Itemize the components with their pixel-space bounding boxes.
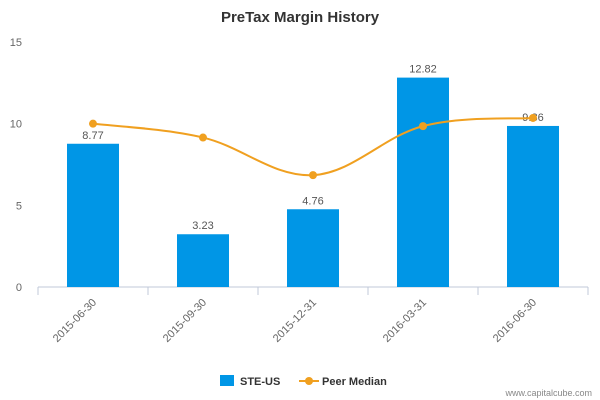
x-tick-label-1: 2015-09-30 (161, 297, 209, 345)
bar-2015-06-30 (67, 143, 119, 287)
y-tick-label-2: 10 (10, 119, 22, 131)
bar-series (67, 77, 559, 288)
legend-marker-peer-median (305, 377, 313, 385)
peer-median-point-2015-09-30 (199, 133, 207, 142)
bar-2016-03-31 (397, 77, 449, 288)
x-tick-label-2: 2015-12-31 (271, 297, 319, 345)
y-tick-label-1: 5 (16, 200, 22, 212)
y-tick-label-3: 15 (10, 37, 22, 49)
y-axis-ticks: 0 5 10 15 (10, 37, 22, 294)
legend: STE-US Peer Median (220, 375, 387, 388)
legend-label-peer-median: Peer Median (322, 376, 387, 388)
chart-title: PreTax Margin History (221, 9, 380, 26)
bar-label-2015-12-31: 4.76 (302, 195, 323, 207)
x-axis-labels: 2015-06-30 2015-09-30 2015-12-31 2016-03-31… (51, 297, 539, 345)
peer-median-point-2015-06-30 (89, 119, 97, 128)
peer-median-point-2015-12-31 (309, 171, 317, 180)
legend-swatch-ste-us (220, 375, 234, 386)
x-tick-label-4: 2016-06-30 (491, 297, 539, 345)
watermark: www.capitalcube.com (504, 388, 592, 398)
x-tick-label-0: 2015-06-30 (51, 297, 99, 345)
peer-median-point-2016-03-31 (419, 122, 427, 131)
y-tick-label-0: 0 (16, 282, 22, 294)
bar-2015-09-30 (177, 234, 229, 287)
bar-2015-12-31 (287, 209, 339, 287)
peer-median-point-2016-06-30 (529, 113, 537, 122)
bar-2016-06-30 (507, 125, 559, 287)
bar-label-2015-09-30: 3.23 (192, 220, 213, 232)
bar-label-2015-06-30: 8.77 (82, 130, 103, 142)
legend-label-ste-us: STE-US (240, 376, 280, 388)
x-tick-label-3: 2016-03-31 (381, 297, 429, 345)
peer-median-series (89, 113, 537, 180)
peer-median-line (92, 116, 534, 177)
bar-label-2016-03-31: 12.82 (409, 64, 437, 76)
x-axis-tick-marks (37, 287, 589, 295)
